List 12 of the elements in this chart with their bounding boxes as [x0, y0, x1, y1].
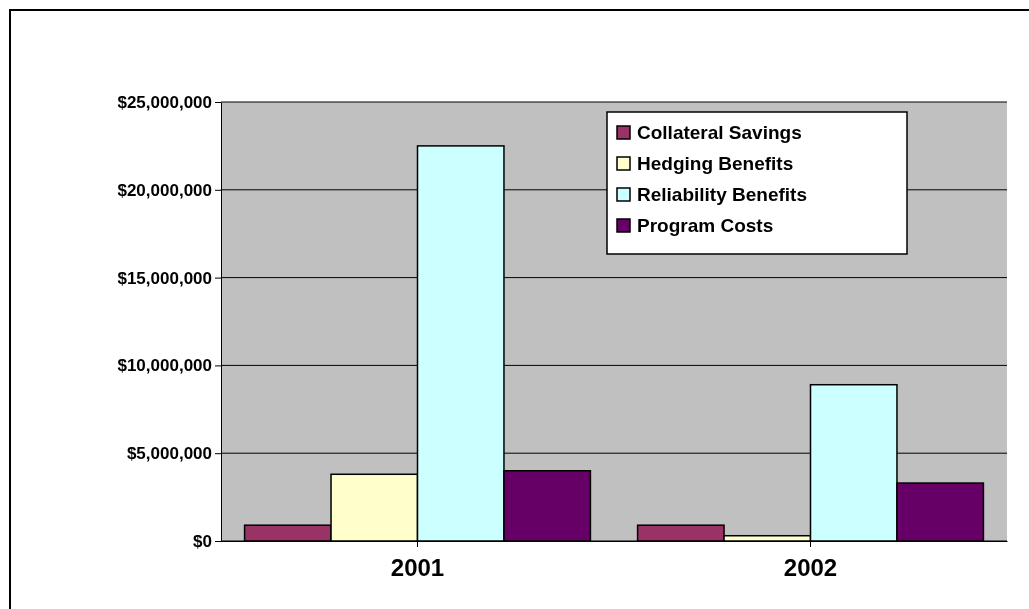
y-tick-label: $20,000,000	[117, 180, 212, 200]
legend-label: Program Costs	[637, 215, 774, 236]
y-tick-label: $10,000,000	[117, 356, 212, 376]
legend-label: Collateral Savings	[637, 122, 802, 143]
y-tick-label: $5,000,000	[126, 444, 212, 464]
y-tick-label: $25,000,000	[117, 92, 212, 112]
legend-label: Hedging Benefits	[637, 153, 794, 174]
y-tick-label: $0	[193, 531, 212, 551]
legend-label: Reliability Benefits	[637, 184, 807, 205]
x-tick-label: 2002	[783, 554, 838, 582]
x-tick-label: 2001	[390, 554, 445, 582]
y-tick-label: $15,000,000	[117, 268, 212, 288]
